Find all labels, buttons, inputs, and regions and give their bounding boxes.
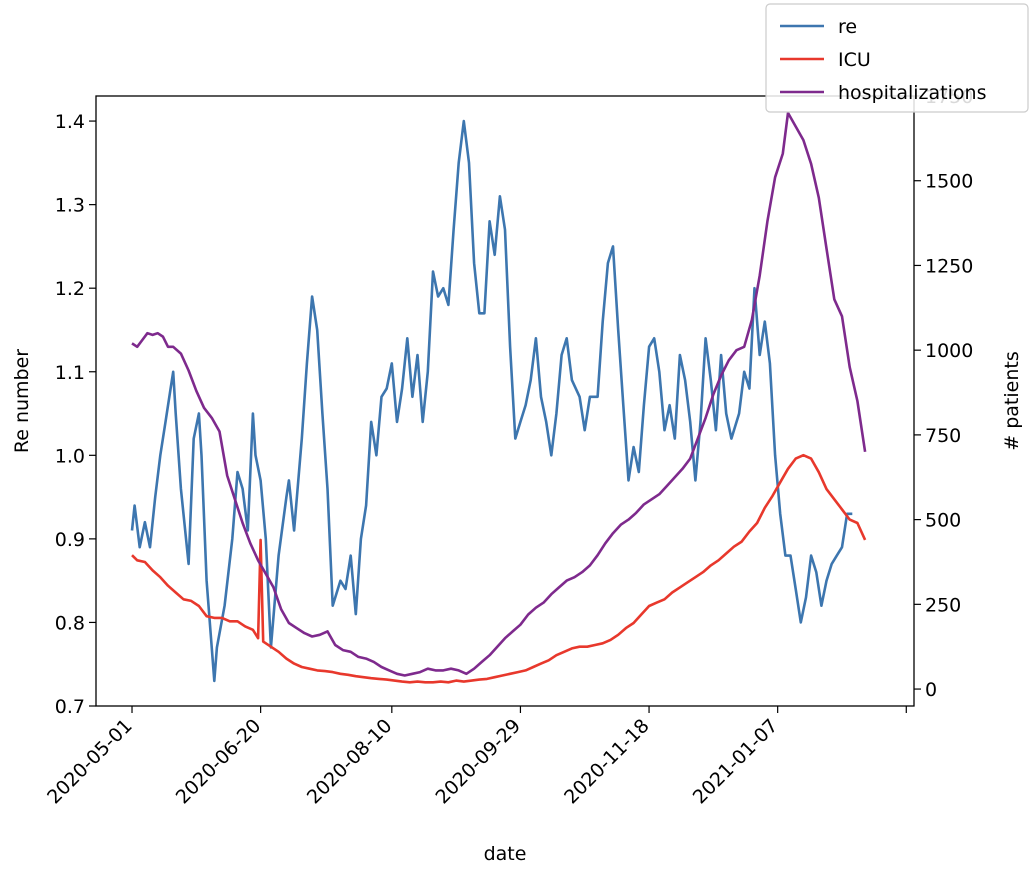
legend-label-re: re	[838, 16, 857, 38]
legend-label-ICU: ICU	[838, 49, 871, 71]
legend-label-hospitalizations: hospitalizations	[838, 82, 986, 104]
right-y-tick-label: 1000	[925, 340, 973, 362]
right-y-tick-label: 1250	[925, 255, 973, 277]
axes: 2020-05-01 2020-06-20 2020-08-10 2020-09-29…	[43, 86, 973, 808]
legend-box	[765, 3, 1029, 113]
left-y-tick-label: 1.1	[55, 362, 85, 384]
right-y-tick-label: 500	[925, 510, 961, 532]
right-y-tick-label: 750	[925, 425, 961, 447]
legend: re ICU hospitalizations	[765, 3, 1029, 113]
x-tick-label: 2021-01-07	[689, 715, 783, 809]
series-line-re	[130, 119, 853, 683]
left-y-tick-label: 1.3	[55, 195, 85, 217]
x-tick-label: 2020-09-29	[432, 715, 526, 809]
series-line-hospitalizations	[131, 111, 867, 677]
left-y-tick-label: 0.9	[55, 529, 85, 551]
left-y-tick-label: 0.8	[55, 612, 85, 634]
series-line-ICU	[131, 453, 867, 684]
x-axis-label: date	[484, 843, 527, 865]
x-tick-label: 2020-05-01	[43, 715, 137, 809]
plot-frame	[95, 95, 915, 707]
right-y-tick-label: 1500	[925, 171, 973, 193]
left-y-tick-label: 0.7	[55, 696, 85, 718]
right-y-tick-label: 0	[925, 679, 937, 701]
x-tick-label: 2020-06-20	[172, 715, 266, 809]
plot-area	[130, 111, 867, 684]
left-y-tick-label: 1.0	[55, 445, 85, 467]
x-tick-label: 2020-11-18	[560, 715, 654, 809]
x-tick-label: 2020-08-10	[303, 715, 397, 809]
left-y-tick-label: 1.2	[55, 278, 85, 300]
right-y-axis-label: # patients	[1001, 351, 1023, 450]
left-y-tick-label: 1.4	[55, 111, 85, 133]
right-y-tick-label: 250	[925, 594, 961, 616]
left-y-axis-label: Re number	[11, 349, 33, 453]
